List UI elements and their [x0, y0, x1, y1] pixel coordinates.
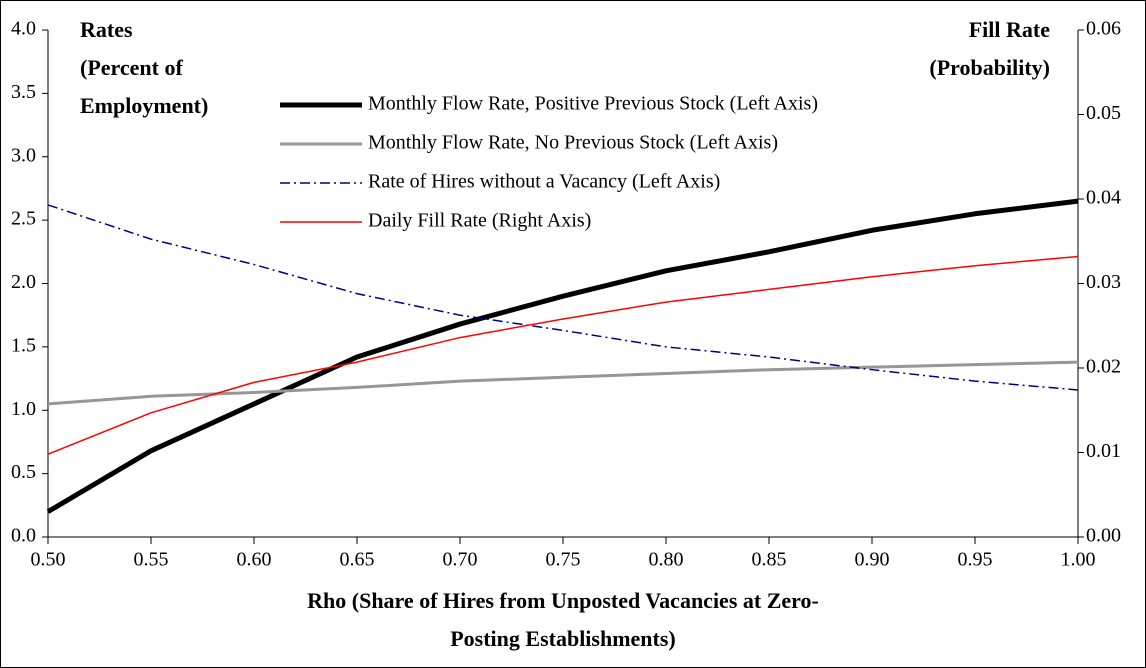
x-tick-label: 0.70 — [443, 549, 478, 571]
y2-tick-label: 0.05 — [1086, 102, 1121, 124]
legend-label: Monthly Flow Rate, No Previous Stock (Le… — [368, 132, 778, 154]
x-tick-label: 0.50 — [31, 549, 66, 571]
y-tick-label: 1.0 — [11, 398, 36, 420]
y-tick-label: 3.0 — [11, 144, 36, 166]
y-tick-label: 3.5 — [11, 81, 36, 103]
x-axis-label: Posting Establishments) — [450, 626, 676, 651]
x-tick-label: 0.80 — [649, 549, 684, 571]
y2-axis-label: Fill Rate — [969, 17, 1050, 42]
series-line — [46, 198, 1079, 514]
y-tick-label: 2.5 — [11, 208, 36, 230]
y2-tick-label: 0.04 — [1086, 187, 1121, 209]
y2-tick-label: 0.01 — [1086, 440, 1121, 462]
series-line — [47, 360, 1079, 406]
legend-label: Monthly Flow Rate, Positive Previous Sto… — [368, 93, 818, 115]
x-tick-label: 1.00 — [1061, 549, 1096, 571]
x-tick-label: 0.55 — [134, 549, 169, 571]
x-tick-label: 0.65 — [340, 549, 375, 571]
y-tick-label: 1.5 — [11, 334, 36, 356]
y-axis-label: Rates — [80, 17, 133, 42]
y-tick-label: 0.5 — [11, 461, 36, 483]
y-tick-label: 4.0 — [11, 18, 36, 40]
x-tick-label: 0.95 — [958, 549, 993, 571]
y2-axis-label: (Probability) — [929, 55, 1050, 80]
y-axis-label: Employment) — [80, 93, 208, 118]
y2-tick-label: 0.02 — [1086, 356, 1121, 378]
x-tick-label: 0.60 — [237, 549, 272, 571]
y2-tick-label: 0.06 — [1086, 18, 1121, 40]
x-tick-label: 0.85 — [752, 549, 787, 571]
y2-tick-label: 0.03 — [1086, 271, 1121, 293]
y-tick-label: 2.0 — [11, 271, 36, 293]
y-tick-label: 0.0 — [11, 525, 36, 547]
x-tick-label: 0.90 — [855, 549, 890, 571]
x-axis-label: Rho (Share of Hires from Unposted Vacanc… — [307, 588, 819, 613]
y-axis-label: (Percent of — [80, 55, 183, 80]
series-line — [47, 255, 1079, 455]
legend-label: Rate of Hires without a Vacancy (Left Ax… — [368, 171, 720, 193]
y2-tick-label: 0.00 — [1086, 525, 1121, 547]
legend-label: Daily Fill Rate (Right Axis) — [368, 210, 591, 232]
x-tick-label: 0.75 — [546, 549, 581, 571]
